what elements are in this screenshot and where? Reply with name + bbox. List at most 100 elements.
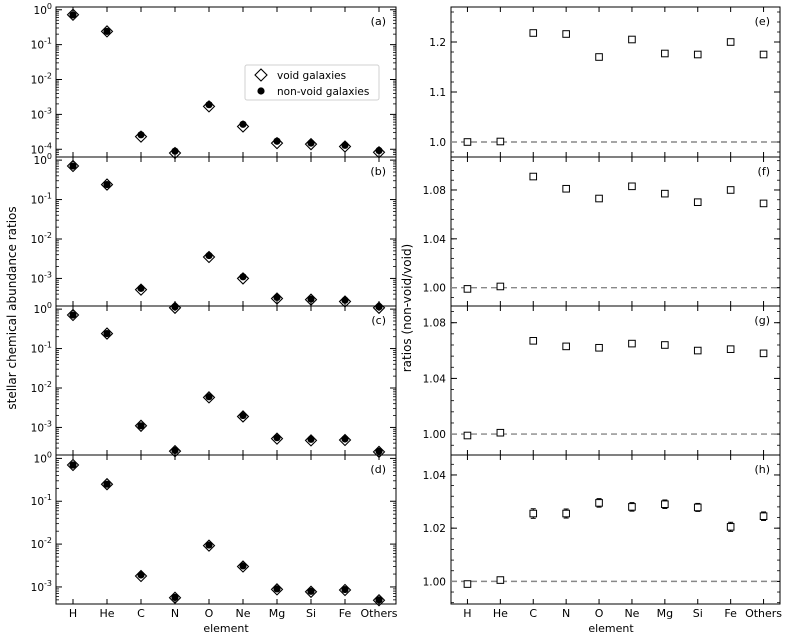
non-void-point bbox=[137, 131, 145, 139]
left-x-tick-labels: H He C N O Ne Mg Si Fe Others bbox=[69, 607, 398, 620]
non-void-point bbox=[205, 101, 213, 109]
ratio-point bbox=[496, 576, 505, 584]
non-void-point bbox=[307, 139, 315, 147]
left-x-tick-label: Fe bbox=[339, 607, 352, 620]
left-panel-label: (a) bbox=[371, 15, 386, 28]
right-panel-label: (f) bbox=[758, 165, 770, 178]
ratio-point bbox=[463, 285, 472, 293]
left-y-tick-label: 10-3 bbox=[31, 579, 52, 594]
right-y-tick-label: 1.00 bbox=[423, 576, 446, 588]
right-panels: 1.0 1.1 1.2 (e) 1.00 1.04 1.08 (f) 1.00 1.04 1.08 (… bbox=[423, 6, 781, 605]
non-void-point bbox=[239, 411, 247, 420]
void-point bbox=[270, 432, 284, 445]
left-y-tick-label: 10-3 bbox=[31, 419, 52, 434]
ratio-point bbox=[693, 346, 702, 355]
ratio-point bbox=[693, 50, 702, 59]
non-void-point bbox=[205, 251, 213, 260]
left-panel-label: (d) bbox=[370, 463, 386, 476]
non-void-point bbox=[341, 585, 349, 594]
right-y-tick-label: 1.00 bbox=[423, 283, 446, 295]
left-panels: 10-4 10-3 10-2 10-1 100 (a) 10-3 10-2 10-1 100 (b)… bbox=[31, 2, 397, 607]
void-point bbox=[66, 159, 80, 173]
non-void-point bbox=[137, 571, 145, 579]
non-void-point bbox=[239, 273, 247, 281]
right-y-tick-label: 1.08 bbox=[423, 185, 446, 197]
ratio-point bbox=[759, 349, 768, 358]
void-point bbox=[236, 410, 250, 423]
left-y-tick-label: 10-4 bbox=[31, 141, 52, 156]
non-void-point bbox=[307, 295, 315, 303]
ratio-point bbox=[562, 342, 570, 351]
ratio-point bbox=[661, 189, 669, 198]
ratio-point bbox=[628, 503, 636, 511]
right-y-tick-label: 1.04 bbox=[423, 373, 447, 385]
right-x-tick-label: Fe bbox=[724, 607, 737, 620]
non-void-point bbox=[69, 162, 77, 170]
ratio-point bbox=[562, 30, 570, 38]
void-point bbox=[236, 560, 250, 573]
left-x-tick-label: N bbox=[171, 607, 179, 620]
right-x-tick-label: O bbox=[595, 607, 604, 620]
ratio-point bbox=[595, 343, 603, 352]
right-x-tick-labels: H He C N O Ne Mg Si Fe Others bbox=[463, 607, 782, 620]
non-void-point bbox=[137, 284, 145, 292]
right-panel-frame-0 bbox=[450, 6, 781, 158]
left-x-tick-label: Mg bbox=[269, 607, 285, 620]
ratio-point bbox=[595, 53, 603, 61]
non-void-point bbox=[307, 435, 315, 443]
void-point bbox=[338, 140, 352, 153]
void-point bbox=[100, 327, 114, 340]
left-panel-a: 10-4 10-3 10-2 10-1 100 (a) bbox=[31, 2, 397, 160]
non-void-point bbox=[69, 311, 77, 319]
left-x-tick-label: O bbox=[205, 607, 214, 620]
non-void-point bbox=[103, 180, 111, 189]
void-point bbox=[134, 130, 148, 143]
right-panel-f: 1.00 1.04 1.08 (f) bbox=[423, 156, 781, 307]
right-x-tick-label: N bbox=[562, 607, 570, 620]
right-y-tick-label: 1.0 bbox=[429, 137, 446, 149]
ratio-point bbox=[661, 500, 669, 509]
left-y-tick-label: 100 bbox=[34, 2, 52, 17]
right-x-tick-label: C bbox=[529, 607, 537, 620]
right-x-axis-label: element bbox=[588, 622, 634, 635]
right-panel-label: (h) bbox=[754, 463, 770, 476]
ratio-point bbox=[661, 49, 669, 58]
left-panel-label: (b) bbox=[370, 165, 386, 178]
right-panel-g: 1.00 1.04 1.08 (g) bbox=[423, 305, 781, 456]
left-y-tick-label: 10-1 bbox=[31, 341, 52, 356]
left-x-tick-label: C bbox=[137, 607, 145, 620]
right-y-tick-label: 1.08 bbox=[423, 318, 446, 330]
right-column: 1.0 1.1 1.2 (e) 1.00 1.04 1.08 (f) 1.00 1.04 1.08 (… bbox=[400, 6, 782, 635]
legend: void galaxies non-void galaxies bbox=[244, 64, 380, 101]
void-point bbox=[270, 292, 284, 305]
ratio-point bbox=[562, 509, 570, 518]
left-x-axis-label: element bbox=[203, 622, 249, 635]
left-y-tick-label: 10-1 bbox=[31, 493, 52, 508]
left-y-tick-label: 10-2 bbox=[31, 72, 52, 87]
void-point bbox=[338, 583, 352, 597]
left-x-tick-label: H bbox=[69, 607, 77, 620]
legend-void-marker bbox=[254, 68, 268, 82]
ratio-point bbox=[496, 428, 505, 437]
right-y-tick-label: 1.00 bbox=[423, 429, 446, 441]
legend-box bbox=[244, 64, 380, 101]
left-y-tick-label: 10-1 bbox=[31, 192, 52, 207]
non-void-point bbox=[103, 480, 111, 488]
void-point bbox=[134, 283, 148, 296]
left-panel-d: 10-3 10-2 10-1 100 (d) bbox=[31, 450, 397, 607]
void-point bbox=[66, 8, 80, 22]
ratio-point bbox=[463, 431, 472, 440]
non-void-point bbox=[205, 541, 213, 549]
non-void-point bbox=[273, 434, 281, 442]
non-void-point bbox=[103, 329, 111, 338]
non-void-point bbox=[103, 27, 111, 35]
right-y-axis-label: ratios (non-void/void) bbox=[400, 244, 414, 373]
right-y-tick-label: 1.02 bbox=[423, 523, 446, 535]
void-point bbox=[270, 583, 284, 596]
void-point bbox=[304, 434, 318, 447]
non-void-point bbox=[273, 585, 281, 593]
non-void-point bbox=[375, 146, 383, 155]
non-void-point bbox=[375, 447, 383, 455]
non-void-point bbox=[341, 435, 349, 443]
